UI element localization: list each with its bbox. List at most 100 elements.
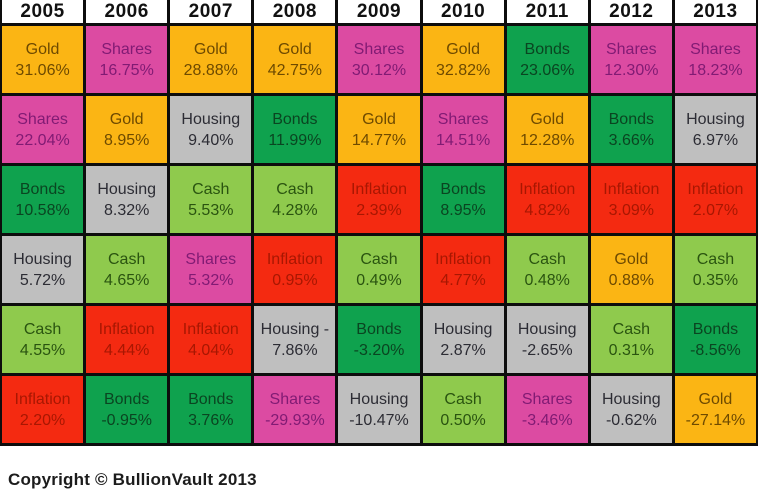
asset-return-value: 2.20%	[19, 411, 66, 429]
asset-return-value: 14.77%	[351, 131, 407, 149]
asset-return-value: -8.56%	[690, 341, 741, 359]
asset-name: Inflation	[14, 390, 71, 408]
asset-cell: Gold 42.75%	[254, 26, 336, 93]
asset-name: Inflation	[266, 250, 323, 268]
asset-cell: Shares 16.75%	[86, 26, 168, 93]
asset-return-value: -27.14%	[685, 411, 746, 429]
asset-cell: Gold 31.06%	[2, 26, 84, 93]
asset-return-value: -10.47%	[349, 411, 409, 429]
asset-cell: Cash 0.31%	[590, 306, 672, 373]
asset-return-value: -3.20%	[353, 341, 405, 359]
asset-cell: Cash 0.48%	[506, 236, 588, 303]
asset-name: Bonds	[440, 180, 486, 198]
asset-name: Bonds	[103, 390, 150, 408]
asset-return-value: 5.53%	[188, 201, 234, 219]
asset-return-value: 32.82%	[435, 61, 491, 79]
asset-name: Shares	[353, 40, 405, 58]
asset-return-value: 11.99%	[268, 131, 322, 149]
asset-return-value: 10.58%	[15, 201, 70, 219]
asset-return-value: 18.23%	[688, 61, 743, 79]
asset-cell: Shares 5.32%	[170, 236, 252, 303]
asset-name: Cash	[696, 250, 735, 268]
asset-return-value: 4.77%	[440, 271, 486, 289]
asset-name: Shares	[437, 110, 489, 128]
asset-return-value: 0.31%	[608, 341, 654, 359]
asset-name: Inflation	[519, 180, 576, 198]
asset-return-value: 4.04%	[188, 341, 234, 359]
year-header: 2011	[506, 0, 588, 23]
asset-cell: Inflation 3.09%	[590, 166, 672, 233]
asset-cell: Gold -27.14%	[674, 376, 756, 443]
year-header: 2010	[422, 0, 504, 23]
asset-return-value: -29.93%	[265, 411, 325, 429]
asset-name: Gold	[698, 390, 733, 408]
asset-return-value: 0.50%	[440, 411, 486, 429]
asset-cell: Shares 18.23%	[674, 26, 756, 93]
asset-name: Gold	[109, 110, 144, 128]
asset-cell: Bonds 8.95%	[422, 166, 504, 233]
asset-return-value: 0.95%	[272, 271, 318, 289]
asset-return-value: 22.04%	[15, 131, 70, 149]
asset-name: Housing	[181, 110, 241, 128]
asset-cell: Cash 4.55%	[2, 306, 84, 373]
asset-return-value: 3.09%	[608, 201, 654, 219]
year-header: 2013	[674, 0, 756, 23]
asset-cell: Shares 30.12%	[338, 26, 420, 93]
asset-cell: Shares 14.51%	[422, 96, 504, 163]
asset-name: Inflation	[350, 180, 408, 198]
asset-cell: Housing -0.62%	[590, 376, 672, 443]
asset-return-value: 3.76%	[188, 411, 234, 429]
asset-cell: Shares -29.93%	[254, 376, 336, 443]
asset-cell: Inflation 2.07%	[674, 166, 756, 233]
asset-return-value: 4.65%	[103, 271, 150, 289]
asset-name: Housing	[433, 320, 493, 338]
asset-name: Shares	[269, 390, 321, 408]
asset-cell: Gold 14.77%	[338, 96, 420, 163]
asset-return-value: 2.07%	[692, 201, 739, 219]
asset-name: Bonds	[524, 40, 570, 58]
asset-return-value: 8.95%	[440, 201, 486, 219]
copyright-text: Copyright © BullionVault 2013	[8, 470, 257, 489]
asset-name: Inflation	[687, 180, 744, 198]
asset-return-value: -3.46%	[521, 411, 573, 429]
asset-return-value: 2.39%	[356, 201, 402, 219]
asset-name: Housing	[686, 110, 745, 128]
asset-name: Housing	[349, 390, 409, 408]
asset-return-value: 23.06%	[520, 61, 575, 79]
asset-name: Housing -	[260, 320, 330, 338]
asset-name: Cash	[528, 250, 566, 268]
asset-cell: Housing -10.47%	[338, 376, 420, 443]
asset-return-value: 12.28%	[520, 131, 575, 149]
asset-name: Cash	[192, 180, 230, 198]
asset-return-value: 16.75%	[99, 61, 154, 79]
asset-cell: Housing 6.97%	[674, 96, 756, 163]
asset-name: Bonds	[608, 110, 654, 128]
asset-return-value: 9.40%	[188, 131, 234, 149]
asset-cell: Housing -2.65%	[506, 306, 588, 373]
asset-cell: Inflation 4.04%	[170, 306, 252, 373]
asset-cell: Bonds 10.58%	[2, 166, 84, 233]
asset-name: Gold	[193, 40, 228, 58]
asset-cell: Inflation 2.20%	[2, 376, 84, 443]
asset-cell: Shares 22.04%	[2, 96, 84, 163]
asset-cell: Shares 12.30%	[590, 26, 672, 93]
asset-return-value: 6.97%	[692, 131, 739, 149]
asset-return-value: 7.86%	[272, 341, 318, 359]
asset-name: Housing	[13, 250, 72, 268]
asset-name: Shares	[17, 110, 68, 128]
asset-cell: Inflation 4.82%	[506, 166, 588, 233]
asset-return-value: 8.32%	[103, 201, 150, 219]
asset-name: Cash	[612, 320, 650, 338]
asset-name: Gold	[446, 40, 480, 58]
asset-name: Cash	[444, 390, 482, 408]
year-header: 2012	[590, 0, 672, 23]
asset-name: Gold	[277, 40, 312, 58]
asset-return-value: 0.48%	[524, 271, 570, 289]
year-header: 2009	[338, 0, 420, 23]
asset-return-value: 3.66%	[608, 131, 654, 149]
asset-return-value: 4.82%	[524, 201, 570, 219]
asset-return-value: 0.35%	[692, 271, 739, 289]
asset-name: Gold	[362, 110, 396, 128]
asset-return-value: 4.44%	[103, 341, 150, 359]
asset-cell: Housing 9.40%	[170, 96, 252, 163]
